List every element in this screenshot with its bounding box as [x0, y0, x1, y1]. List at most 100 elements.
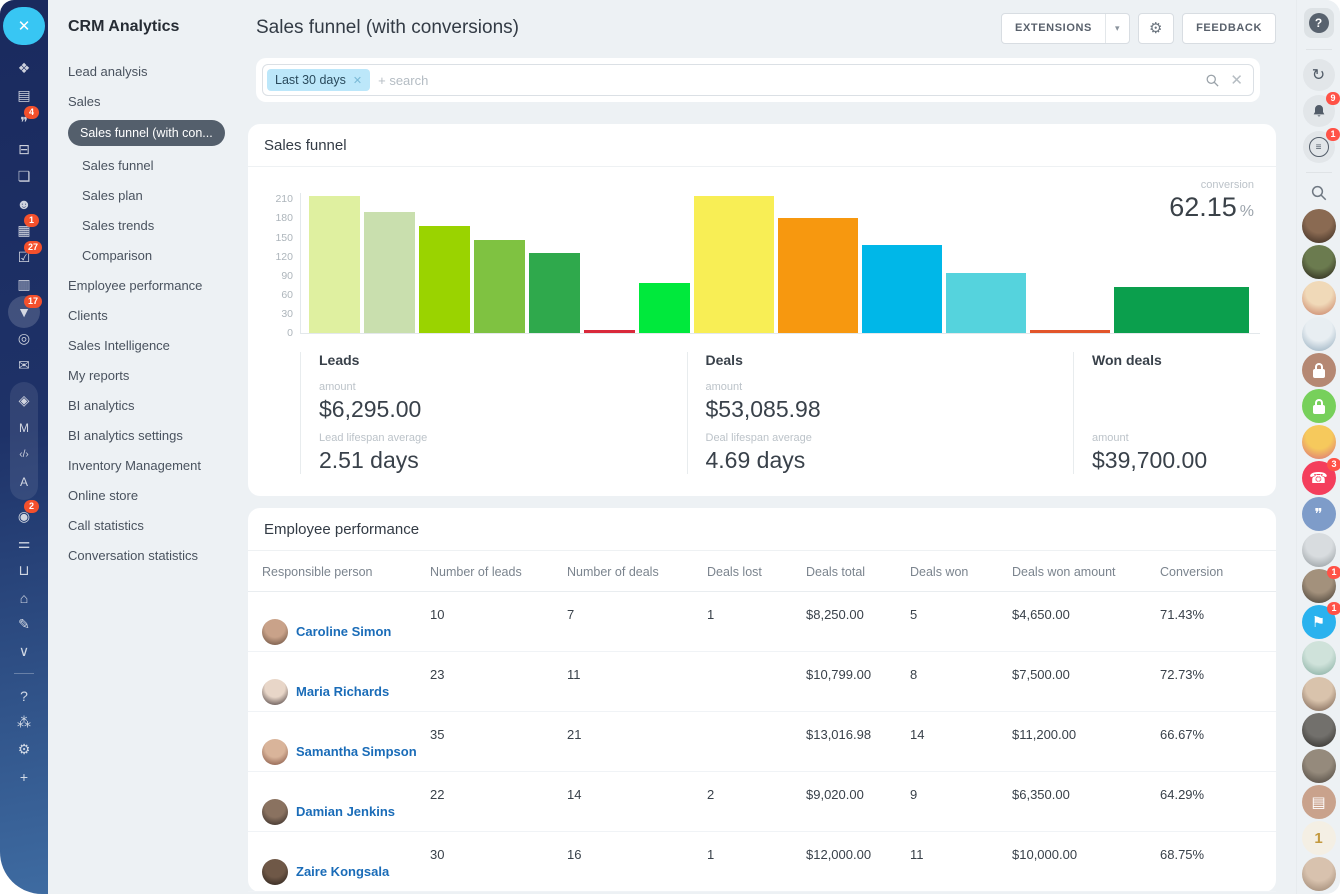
- call-phone-icon[interactable]: ☎ 3: [1301, 458, 1340, 495]
- person-link[interactable]: Caroline Simon: [296, 624, 392, 639]
- sidebar-item-sales[interactable]: Sales: [68, 93, 101, 109]
- cell-number-of-deals: 14: [567, 787, 582, 802]
- extensions-button[interactable]: EXTENSIONS ▾: [1001, 12, 1131, 44]
- sidebar-item-sales-plan[interactable]: Sales plan: [82, 187, 143, 203]
- sign-pen-button[interactable]: ✎: [10, 612, 38, 637]
- close-menu-button[interactable]: ✕: [3, 7, 45, 45]
- history-icon[interactable]: ↻: [1302, 59, 1335, 91]
- sites-button[interactable]: A: [10, 469, 38, 494]
- sidebar-item-sales-intelligence[interactable]: Sales Intelligence: [68, 337, 170, 353]
- avatar-user-3[interactable]: [1301, 317, 1336, 351]
- newsfeed-button[interactable]: ▤: [10, 83, 38, 108]
- person-link[interactable]: Samantha Simpson: [296, 744, 417, 759]
- person-link[interactable]: Damian Jenkins: [296, 804, 395, 819]
- search-input[interactable]: Last 30 days ✕ + search ✕: [262, 64, 1254, 96]
- sidebar-item-sales-funnel[interactable]: Sales funnel: [82, 157, 154, 173]
- funnel-bar-deals[interactable]: [1030, 330, 1110, 333]
- person-link[interactable]: Maria Richards: [296, 684, 390, 699]
- funnel-bar-leads[interactable]: [474, 240, 525, 333]
- avatar-fruits[interactable]: [1301, 425, 1336, 459]
- add-plus-button[interactable]: +: [10, 764, 38, 789]
- calendar-button[interactable]: ▦ 1: [10, 214, 39, 243]
- sidebar-item-sales-trends[interactable]: Sales trends: [82, 217, 155, 233]
- funnel-bar-leads[interactable]: [364, 212, 415, 333]
- search-icon[interactable]: [1205, 73, 1220, 88]
- feedback-label[interactable]: FEEDBACK: [1196, 22, 1262, 34]
- funnel-bar-deals[interactable]: [946, 272, 1026, 333]
- chat-bubble-icon[interactable]: ❞: [1301, 497, 1336, 531]
- sidebar-item-call-statistics[interactable]: Call statistics: [68, 517, 144, 533]
- sidebar-item-sales-funnel-with-con[interactable]: Sales funnel (with con...: [48, 116, 232, 150]
- chip-remove-icon[interactable]: ✕: [352, 74, 363, 87]
- sidebar-item-conversation-statistics[interactable]: Conversation statistics: [68, 547, 199, 563]
- filter-chip[interactable]: Last 30 days ✕: [267, 69, 371, 91]
- avatar-user-6[interactable]: [1301, 641, 1336, 675]
- funnel-bar-deals[interactable]: [778, 218, 858, 333]
- documents-button[interactable]: ❏: [10, 164, 38, 189]
- settings-gear-button[interactable]: ⚙: [1138, 12, 1175, 44]
- funnel-bar-leads[interactable]: [529, 253, 580, 333]
- contacts-button[interactable]: ▥: [10, 272, 38, 297]
- extensions-label[interactable]: EXTENSIONS: [1015, 22, 1092, 34]
- funnel-bar-deals[interactable]: [862, 245, 942, 333]
- funnel-bar-deals[interactable]: [694, 196, 774, 333]
- devops-code-button[interactable]: ‹/›: [10, 442, 38, 467]
- help-button[interactable]: ?: [10, 683, 38, 708]
- avatar-user-7[interactable]: [1301, 677, 1336, 711]
- notifications-bell-icon[interactable]: 9: [1302, 92, 1340, 127]
- marketing-target-button[interactable]: ◎: [10, 326, 38, 351]
- messenger-button[interactable]: ❞ 4: [10, 106, 39, 135]
- notification-badge: 1: [1327, 566, 1340, 579]
- funnel-bar-leads[interactable]: [309, 196, 360, 333]
- sliders-button[interactable]: ⚌: [10, 531, 38, 556]
- mobile-button[interactable]: M: [10, 415, 38, 440]
- sidebar-item-comparison[interactable]: Comparison: [82, 247, 153, 263]
- avatar-pet[interactable]: [1301, 281, 1336, 315]
- avatar-user-2[interactable]: [1301, 245, 1336, 279]
- sidebar-item-bi-analytics[interactable]: BI analytics: [68, 397, 135, 413]
- sidebar-item-lead-analysis[interactable]: Lead analysis: [68, 63, 148, 79]
- app-globe-icon[interactable]: ⚑ 1: [1301, 602, 1340, 639]
- person-link[interactable]: Zaire Kongsala: [296, 864, 390, 879]
- chevron-down-icon[interactable]: ▾: [1104, 13, 1129, 43]
- funnel-bar-leads[interactable]: [639, 283, 690, 333]
- sidebar-item-inventory-management[interactable]: Inventory Management: [68, 457, 201, 473]
- avatar-user-5[interactable]: 1: [1301, 566, 1340, 603]
- workspace-drive-button[interactable]: ⊟: [10, 137, 38, 162]
- avatar-user-8[interactable]: [1301, 713, 1336, 747]
- avatar-user-9[interactable]: [1301, 749, 1336, 783]
- funnel-bar-leads[interactable]: [584, 329, 635, 333]
- more-chevron-button[interactable]: ∨: [10, 639, 38, 664]
- sidebar-item-employee-performance[interactable]: Employee performance: [68, 277, 203, 293]
- tasks-button[interactable]: ☑ 27: [10, 241, 43, 270]
- gear-button[interactable]: ⚙: [10, 737, 38, 762]
- funnel-bar-won-deals[interactable]: [1114, 287, 1249, 333]
- card-app-icon[interactable]: ▤: [1301, 785, 1336, 819]
- mail-button[interactable]: ✉: [10, 353, 38, 378]
- sidebar-item-online-store[interactable]: Online store: [68, 487, 139, 503]
- sidebar-item-bi-analytics-settings[interactable]: BI analytics settings: [68, 427, 183, 443]
- groups-button[interactable]: ☻: [10, 191, 38, 216]
- search-icon[interactable]: [1310, 184, 1328, 202]
- store-cart-button[interactable]: ⊔: [10, 558, 38, 583]
- feedback-button[interactable]: FEEDBACK: [1182, 12, 1276, 44]
- network-button[interactable]: ⁂: [10, 710, 38, 735]
- avatar-user-1[interactable]: [1301, 209, 1336, 243]
- apps-button[interactable]: ❖: [10, 56, 38, 81]
- funnel-bar-leads[interactable]: [419, 226, 470, 333]
- avatar-user-10[interactable]: [1301, 857, 1336, 891]
- inventory-cube-button[interactable]: ◈: [10, 388, 38, 413]
- clear-search-icon[interactable]: ✕: [1230, 72, 1243, 89]
- crm-funnel-button[interactable]: ▼ 17: [8, 295, 43, 328]
- avatar-user-4[interactable]: [1301, 533, 1336, 567]
- help-button[interactable]: ?: [1303, 8, 1334, 38]
- report-bubble-icon[interactable]: ≡ 1: [1302, 128, 1340, 163]
- column-header-responsible-person: Responsible person: [262, 565, 373, 579]
- sidebar-item-my-reports[interactable]: My reports: [68, 367, 130, 383]
- automation-robot-button[interactable]: ◉ 2: [10, 500, 39, 529]
- locked-avatar-green[interactable]: [1301, 389, 1336, 423]
- locked-avatar-brown[interactable]: [1301, 353, 1336, 387]
- sidebar-item-clients[interactable]: Clients: [68, 307, 108, 323]
- company-button[interactable]: ⌂: [10, 585, 38, 610]
- rank-one-icon[interactable]: 1: [1301, 821, 1336, 855]
